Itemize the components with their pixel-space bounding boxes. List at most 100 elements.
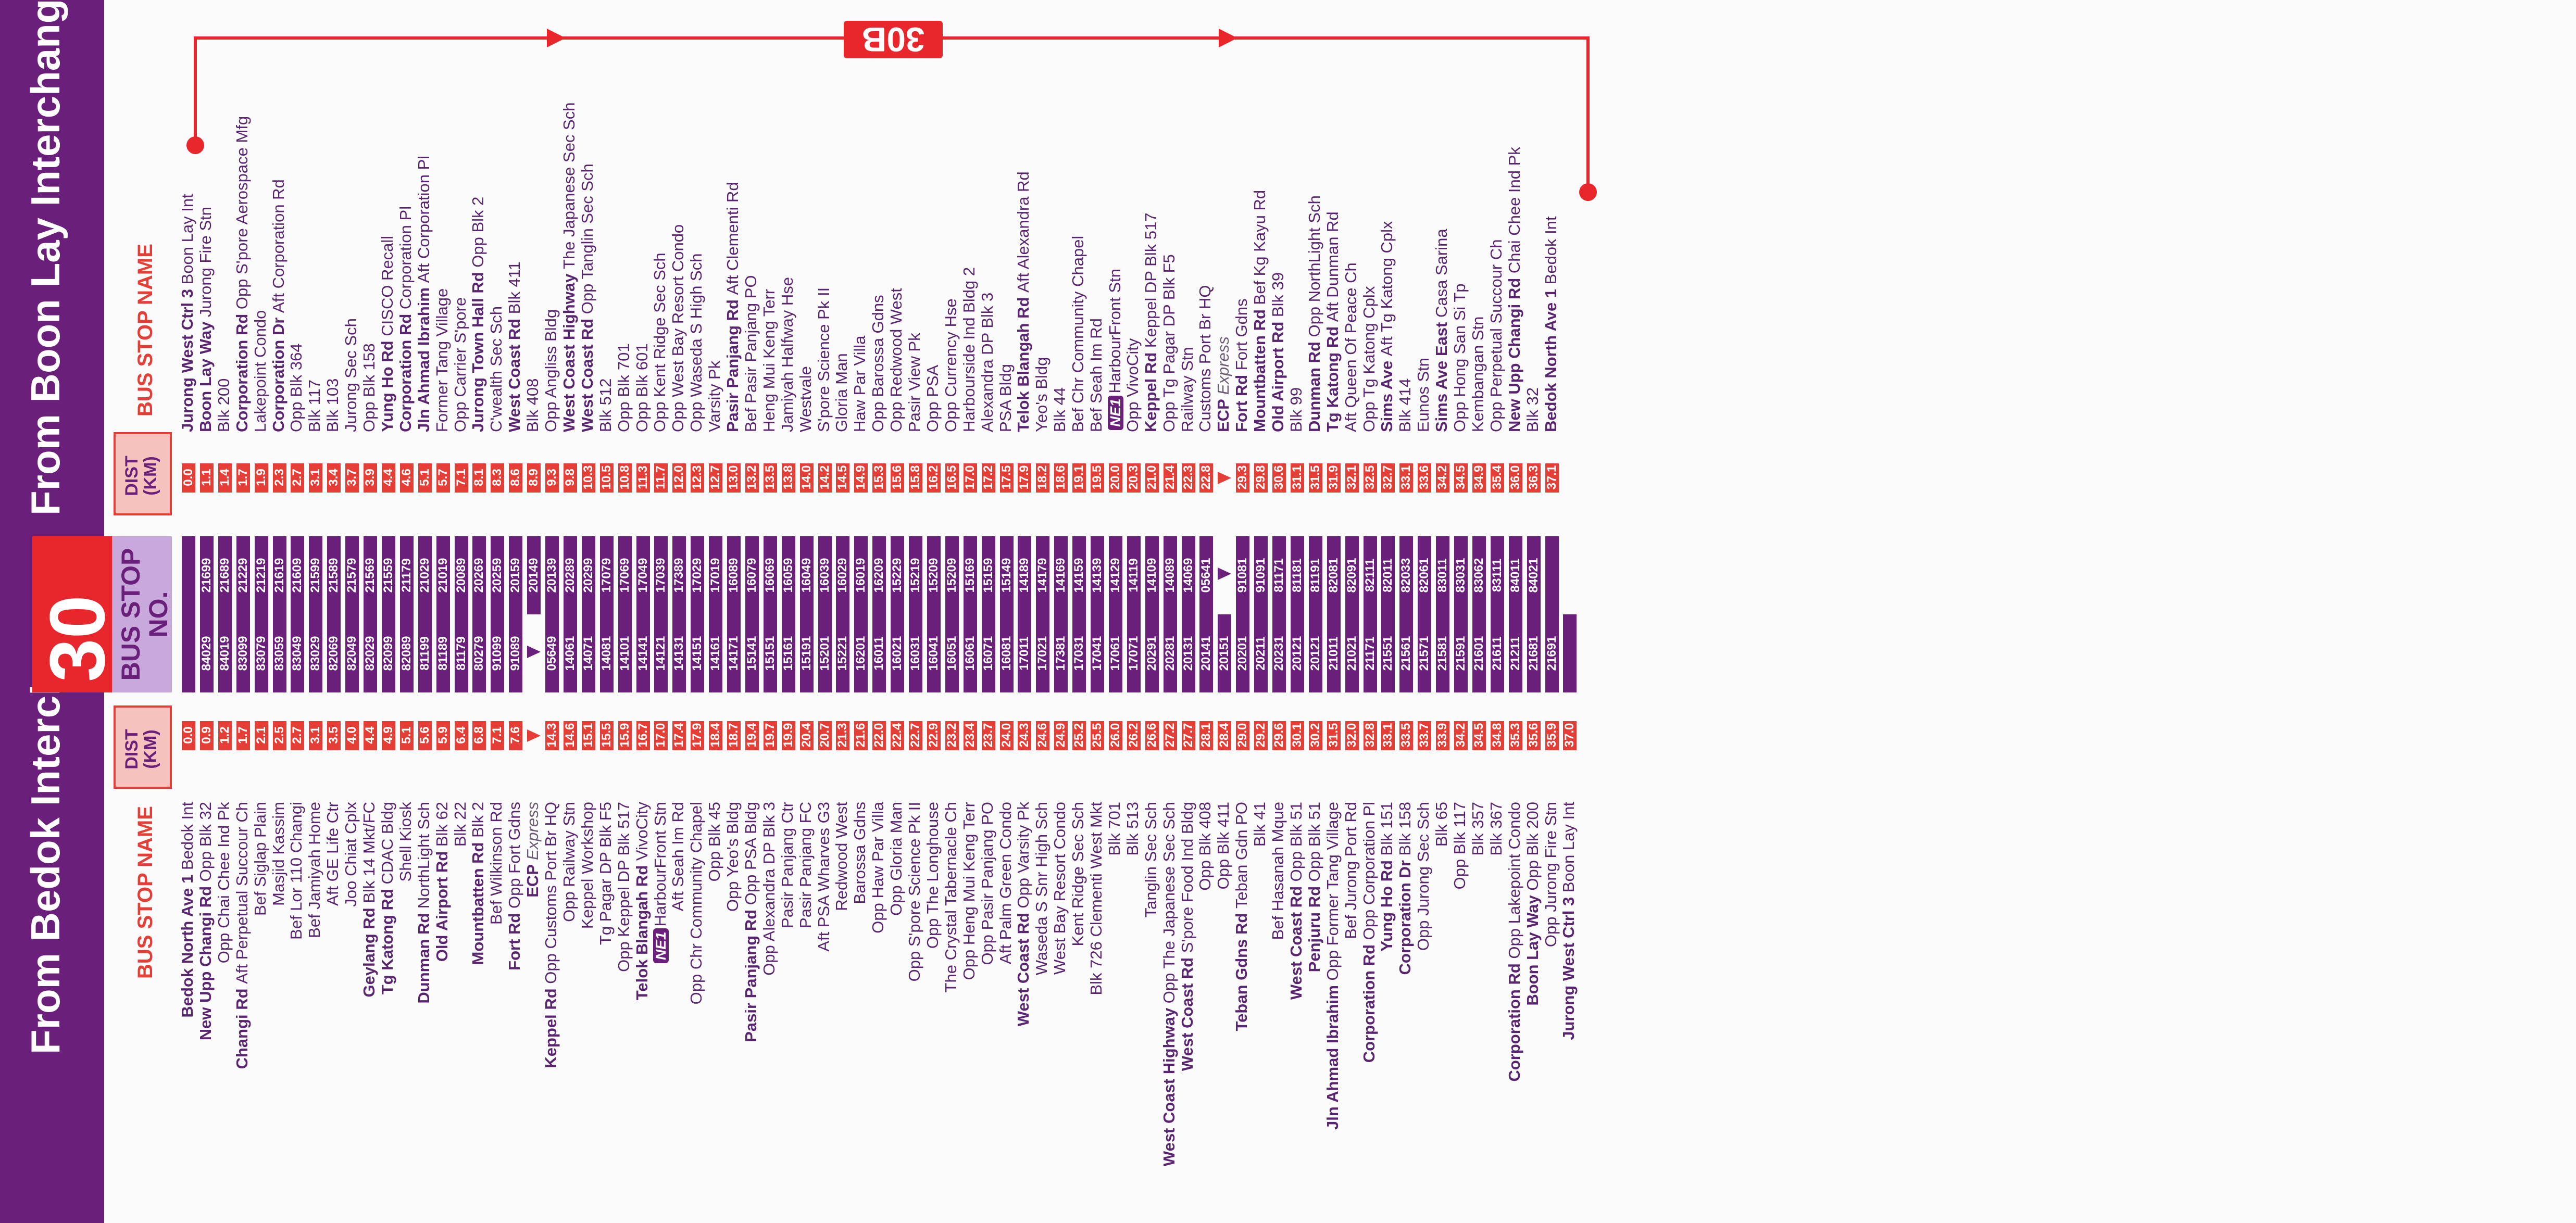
stop-no-cell: 16089: [727, 536, 741, 614]
dist-cell: 37.0: [1562, 721, 1577, 750]
dist-value: 2.3: [272, 469, 286, 486]
stop-no-cell: 14069: [1181, 536, 1195, 614]
dist-cell: 17.9: [1017, 463, 1032, 493]
dist-value: 31.9: [1326, 465, 1341, 490]
dist-value: 18.2: [1035, 465, 1050, 490]
dist-value: 21.0: [1144, 465, 1159, 490]
stop-no-cell: 14159: [1072, 536, 1086, 614]
dist-cell: 23.4: [963, 721, 977, 750]
dist-value: 16.2: [926, 465, 941, 490]
dist-value: 8.6: [508, 469, 523, 486]
stop-no-value: 14129: [1108, 558, 1122, 593]
stop-no-value: 16209: [872, 558, 886, 593]
stop-no-cell: 21179: [399, 536, 414, 614]
dist-cell: 4.6: [399, 463, 414, 493]
dist-cell: 23.7: [981, 721, 995, 750]
dist-cell: 15.9: [618, 721, 632, 750]
dist-cell: 21.3: [835, 721, 850, 750]
dist-cell: 18.4: [708, 721, 723, 750]
stop-no-cell: 17071: [1127, 614, 1141, 692]
dist-cell: 3.4: [327, 463, 341, 493]
stop-name: Opp Blk 2: [469, 196, 487, 268]
dist-cell: 17.4: [672, 721, 686, 750]
dist-cell: 32.5: [1363, 463, 1377, 493]
bus-stop-no-header: BUS STOP NO.: [112, 536, 173, 692]
dist-cell: 31.5: [1327, 721, 1341, 750]
stop-name: Aft Dunman Rd: [1323, 211, 1342, 322]
road-name: Mountbatten Rd: [1251, 305, 1269, 432]
stop-no-value: 15159: [981, 558, 995, 593]
stop-no-cell: 15149: [999, 536, 1014, 614]
stop-no-cell: 14139: [1090, 536, 1104, 614]
loop-30b-line-right: [1586, 36, 1590, 193]
stop-no-cell: 81179: [454, 614, 468, 692]
stop-no-value: 84021: [1526, 558, 1541, 593]
dist-cell: 28.1: [1199, 721, 1214, 750]
stop-no-value: 21559: [381, 558, 395, 593]
dist-cell: 18.6: [1054, 463, 1068, 493]
dist-value: 8.1: [472, 469, 486, 486]
stop-no-value: 16019: [854, 558, 868, 593]
dist-value: 22.3: [1181, 465, 1195, 490]
stop-no-cell: 14081: [599, 614, 614, 692]
stop-no-value: 21699: [199, 558, 214, 593]
dist-value: 34.2: [1435, 465, 1450, 490]
road-name: Boon Lay Way: [196, 317, 215, 432]
stop-no-value: 83111: [1490, 558, 1504, 592]
stop-no-value: 21569: [363, 558, 377, 593]
dist-value: 3.7: [345, 469, 359, 486]
dist-cell: 33.1: [1399, 463, 1414, 493]
dist-cell: 25.5: [1090, 721, 1104, 750]
stop-no-cell: 83099: [236, 614, 250, 692]
dist-value: 8.9: [527, 469, 541, 486]
stop-no-value: 15169: [962, 558, 977, 593]
stop-no-cell: 21579: [345, 536, 359, 614]
stop-no-value: 20139: [545, 558, 559, 593]
stop-name: Opp NorthLight Sch: [1305, 195, 1323, 337]
dist-value: 10.8: [617, 465, 632, 490]
stop-name: Blk 117: [305, 379, 324, 432]
road-name: Jurong West Ctrl 3: [178, 284, 196, 432]
stop-no-cell: 81171: [1272, 536, 1286, 614]
dist-cell: 29.3: [1235, 463, 1250, 493]
dist-cell: 33.1: [1381, 721, 1395, 750]
stop-name: Opp Angliss Bldg: [542, 309, 560, 432]
dist-cell: 21.4: [1163, 463, 1177, 493]
dist-value: 36.3: [1526, 465, 1541, 490]
road-name: Corporation Rd: [232, 309, 251, 432]
stop-no-cell: 14171: [727, 614, 741, 692]
stop-no-cell-empty: [1563, 614, 1577, 692]
dist-value: 3.1: [308, 469, 323, 486]
dist-cell: 32.0: [1345, 721, 1359, 750]
stop-no-cell: 14141: [636, 614, 650, 692]
stop-no-value: 83062: [1471, 558, 1486, 593]
stop-no-cell: 84021: [1527, 536, 1541, 614]
dist-cell: 20.4: [799, 721, 814, 750]
stop-no-value: 15209: [926, 558, 941, 593]
dist-cell: 10.8: [618, 463, 632, 493]
stop-no-value: 20299: [581, 558, 595, 593]
dist-cell: 26.6: [1145, 721, 1159, 750]
dist-cell: 5.6: [418, 721, 432, 750]
stop-name: PSA Bldg: [996, 364, 1015, 432]
dist-cell: 32.8: [1363, 721, 1377, 750]
stop-no-cell: 16209: [872, 536, 886, 614]
dist-cell: 0.0: [181, 721, 195, 750]
stop-no-value: 14089: [1162, 558, 1177, 593]
stop-no-value: 82011: [1381, 558, 1395, 592]
dist-cell: 9.3: [545, 463, 559, 493]
dist-cell: 3.5: [327, 721, 341, 750]
dist-cell: 13.8: [781, 463, 795, 493]
dist-value: 33.1: [1399, 465, 1414, 490]
stop-name: Varsity Pk: [705, 360, 724, 432]
stop-no-cell: 21619: [272, 536, 286, 614]
dist-value: 9.3: [545, 469, 559, 486]
stop-no-cell-empty: [1545, 536, 1559, 614]
dist-value: 37.0: [1562, 723, 1577, 748]
stop-no-cell: 83031: [1454, 536, 1468, 614]
stop-no-cell: 21571: [1417, 614, 1432, 692]
boonlay-title-strip: From Boon Lay Interchange: [0, 0, 104, 521]
stop-no-cell: 84019: [218, 614, 232, 692]
stop-name: Jamiyah Halfway Hse: [778, 276, 796, 432]
dist-cell: 8.3: [490, 463, 505, 493]
